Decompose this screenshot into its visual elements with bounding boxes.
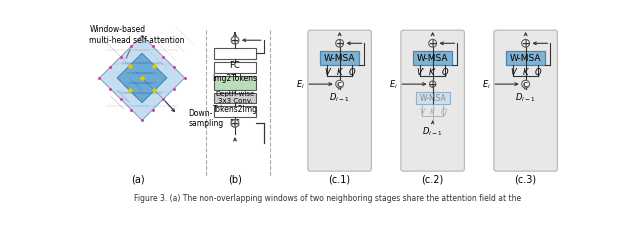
- Text: Q: Q: [442, 68, 449, 77]
- Text: Depth-wise
3x3 Conv.: Depth-wise 3x3 Conv.: [216, 91, 255, 104]
- Text: +: +: [429, 39, 436, 49]
- Text: (c.2): (c.2): [422, 174, 444, 184]
- Bar: [415, 92, 450, 105]
- Text: K: K: [337, 68, 342, 77]
- FancyBboxPatch shape: [494, 31, 557, 171]
- Text: W-MSA: W-MSA: [510, 54, 541, 63]
- Text: $E_i$: $E_i$: [389, 79, 398, 91]
- Text: C: C: [337, 82, 342, 88]
- FancyBboxPatch shape: [308, 31, 371, 171]
- Text: Q: Q: [534, 68, 541, 77]
- Text: V: V: [324, 68, 330, 77]
- Text: W-MSA: W-MSA: [324, 54, 355, 63]
- Text: V: V: [419, 107, 424, 116]
- Text: K: K: [523, 68, 529, 77]
- Circle shape: [522, 40, 529, 48]
- Bar: [320, 52, 359, 66]
- Bar: [214, 76, 256, 90]
- Text: (b): (b): [228, 174, 242, 184]
- Text: FC: FC: [230, 118, 241, 128]
- Text: Tokens2Img: Tokens2Img: [212, 105, 257, 114]
- Text: Window-based
multi-head self-attention: Window-based multi-head self-attention: [90, 25, 185, 59]
- Text: K': K': [429, 68, 436, 77]
- Text: FC: FC: [230, 60, 241, 69]
- Text: $E_i$: $E_i$: [483, 79, 492, 91]
- Polygon shape: [117, 54, 167, 103]
- Circle shape: [231, 37, 239, 45]
- Text: +: +: [335, 39, 344, 49]
- Text: +: +: [231, 119, 239, 129]
- Text: Figure 3. (a) The non-overlapping windows of two neighboring stages share the at: Figure 3. (a) The non-overlapping window…: [134, 193, 522, 202]
- FancyBboxPatch shape: [401, 31, 465, 171]
- Bar: [214, 62, 256, 73]
- Text: +: +: [522, 39, 530, 49]
- Text: $D_{l-1}$: $D_{l-1}$: [422, 125, 443, 138]
- Polygon shape: [99, 37, 184, 121]
- Text: W-MSA: W-MSA: [419, 94, 446, 103]
- Text: $D_{l-1}$: $D_{l-1}$: [330, 91, 350, 103]
- Circle shape: [336, 40, 344, 48]
- Bar: [214, 107, 256, 118]
- Bar: [214, 49, 256, 59]
- Circle shape: [336, 81, 344, 89]
- Text: Q: Q: [440, 107, 447, 116]
- Bar: [214, 93, 256, 104]
- Text: Img2Tokens: Img2Tokens: [212, 74, 257, 83]
- Text: +: +: [429, 80, 436, 90]
- Text: (c.1): (c.1): [328, 174, 351, 184]
- Text: Down-
sampling: Down- sampling: [188, 109, 223, 128]
- Text: $E_i$: $E_i$: [296, 79, 305, 91]
- Text: W-MSA: W-MSA: [417, 54, 449, 63]
- Circle shape: [429, 40, 436, 48]
- Text: Q: Q: [349, 68, 355, 77]
- Text: (c.3): (c.3): [515, 174, 537, 184]
- Text: (a): (a): [131, 174, 145, 184]
- Text: C: C: [523, 82, 528, 88]
- Circle shape: [231, 120, 239, 128]
- Text: V: V: [510, 68, 516, 77]
- Bar: [506, 52, 545, 66]
- Text: +: +: [231, 36, 239, 46]
- Circle shape: [522, 81, 529, 89]
- Text: V': V': [416, 68, 424, 77]
- Text: $D_{l-1}$: $D_{l-1}$: [515, 91, 536, 103]
- Text: K: K: [430, 107, 435, 116]
- Bar: [413, 52, 452, 66]
- Circle shape: [429, 82, 436, 88]
